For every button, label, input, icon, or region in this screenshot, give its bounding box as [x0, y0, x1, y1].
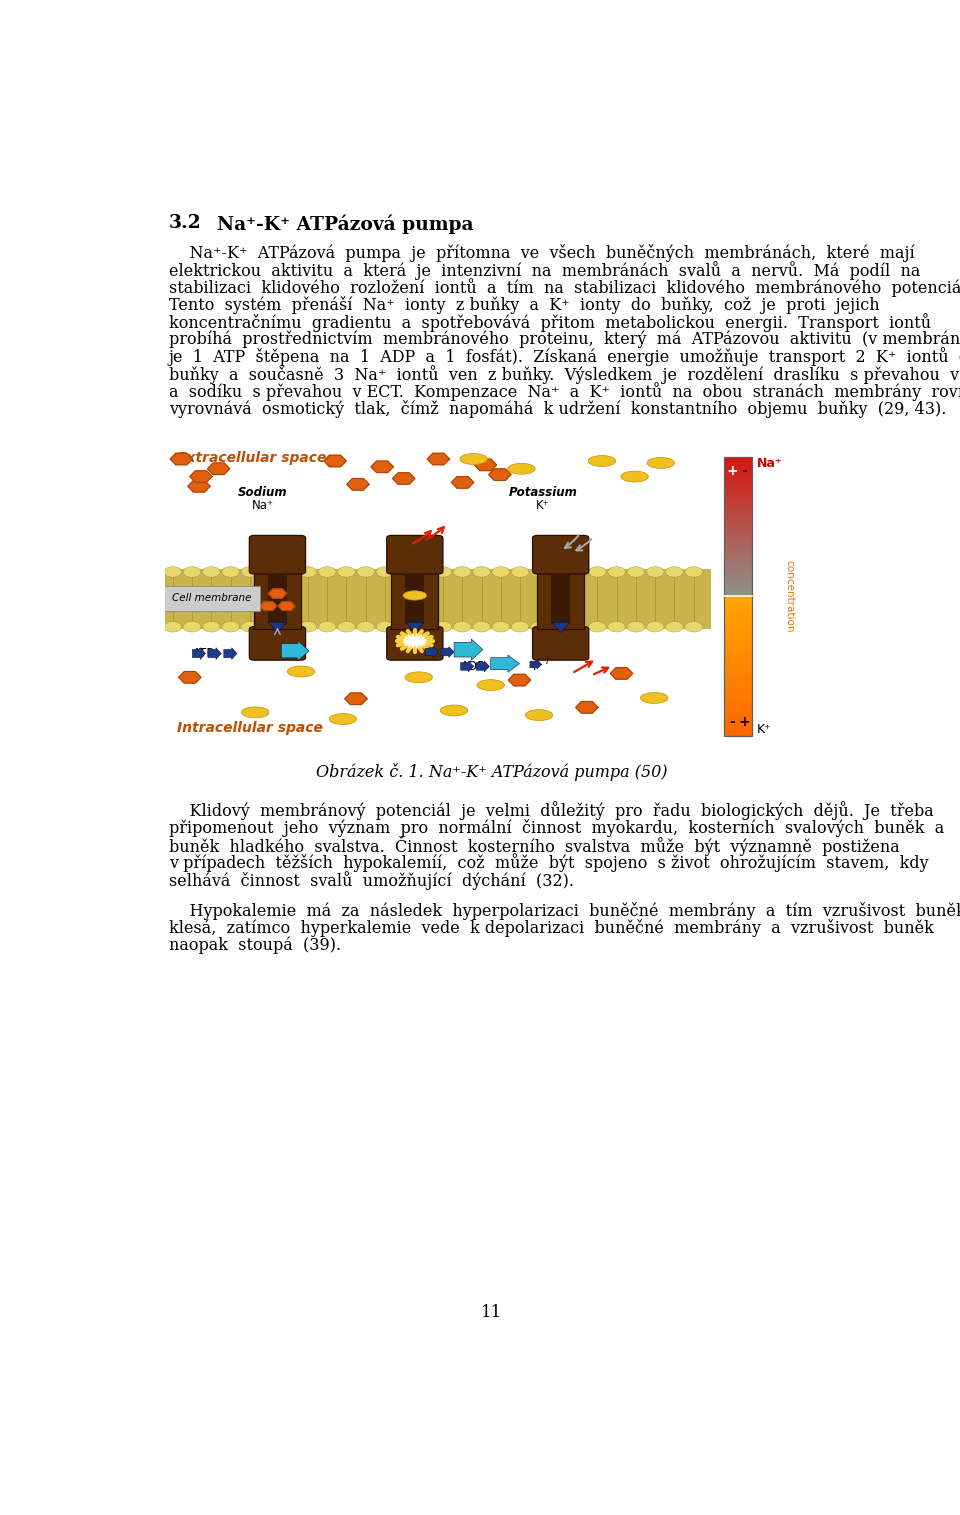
Text: naopak  stoupá  (39).: naopak stoupá (39). [169, 936, 341, 954]
Text: je  1  ATP  štěpena  na  1  ADP  a  1  fosfát).  Získaná  energie  umožňuje  tra: je 1 ATP štěpena na 1 ADP a 1 fosfát). Z… [169, 347, 960, 367]
Text: Na⁺-K⁺ ATPázová pumpa: Na⁺-K⁺ ATPázová pumpa [217, 214, 473, 233]
Text: Hypokalemie  má  za  následek  hyperpolarizaci  buněčné  membrány  a  tím  vzruš: Hypokalemie má za následek hyperpolariza… [169, 901, 960, 920]
Text: Na⁺-K⁺  ATPázová  pumpa  je  přítomna  ve  všech  buněčných  membránách,  které : Na⁺-K⁺ ATPázová pumpa je přítomna ve vše… [169, 244, 915, 262]
Text: klesá,  zatímco  hyperkalemie  vede  k depolarizaci  buněčné  membrány  a  vzruš: klesá, zatímco hyperkalemie vede k depol… [169, 920, 934, 938]
Text: buněk  hladkého  svalstva.  Činnost  kosterního  svalstva  může  být  významně  : buněk hladkého svalstva. Činnost kostern… [169, 836, 900, 856]
Text: připomenout  jeho  význam  pro  normální  činnost  myokardu,  kosterních  svalov: připomenout jeho význam pro normální čin… [169, 818, 944, 836]
Text: Obrázek č. 1. Na⁺-K⁺ ATPázová pumpa (50): Obrázek č. 1. Na⁺-K⁺ ATPázová pumpa (50) [316, 762, 668, 780]
Text: vyrovnává  osmotický  tlak,  čímž  napomáhá  k udržení  konstantního  objemu  bu: vyrovnává osmotický tlak, čímž napomáhá … [169, 400, 947, 418]
Text: Klidový  membránový  potenciál  je  velmi  důležitý  pro  řadu  biologických  dě: Klidový membránový potenciál je velmi dů… [169, 801, 933, 820]
Text: elektrickou  aktivitu  a  která  je  intenzivní  na  membránách  svalů  a  nervů: elektrickou aktivitu a která je intenziv… [169, 261, 921, 280]
Text: selhává  činnost  svalů  umožňující  dýchání  (32).: selhává činnost svalů umožňující dýchání… [169, 871, 574, 889]
Text: a  sodíku  s převahou  v ECT.  Kompenzace  Na⁺  a  K⁺  iontů  na  obou  stranách: a sodíku s převahou v ECT. Kompenzace Na… [169, 382, 960, 401]
Text: probíhá  prostřednictvím  membránového  proteinu,  který  má  ATPázovou  aktivit: probíhá prostřednictvím membránového pro… [169, 330, 960, 348]
Text: 3.2: 3.2 [169, 214, 202, 232]
Text: 11: 11 [481, 1304, 503, 1321]
Text: buňky  a  současně  3  Na⁺  iontů  ven  z buňky.  Výsledkem  je  rozdělení  dras: buňky a současně 3 Na⁺ iontů ven z buňky… [169, 365, 960, 383]
Text: koncentračnímu  gradientu  a  spotřebovává  přitom  metabolickou  energii.  Tran: koncentračnímu gradientu a spotřebovává … [169, 314, 931, 332]
Text: v případech  těžších  hypokalemíí,  což  může  být  spojeno  s život  ohrožující: v případech těžších hypokalemíí, což můž… [169, 853, 928, 873]
Text: Tento  systém  přenáší  Na⁺  ionty  z buňky  a  K⁺  ionty  do  buňky,  což  je  : Tento systém přenáší Na⁺ ionty z buňky a… [169, 295, 879, 314]
Text: stabilizaci  klidového  rozložení  iontů  a  tím  na  stabilizaci  klidového  me: stabilizaci klidového rozložení iontů a … [169, 279, 960, 297]
